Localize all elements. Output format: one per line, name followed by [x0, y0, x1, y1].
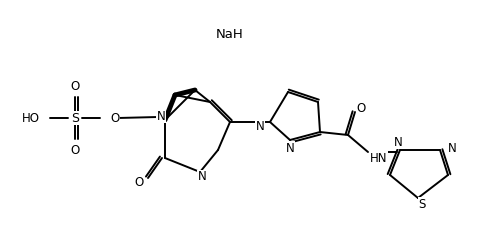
- Text: O: O: [70, 79, 80, 92]
- Text: NaH: NaH: [216, 29, 244, 42]
- Text: O: O: [70, 144, 80, 156]
- Text: O: O: [134, 175, 144, 188]
- Text: S: S: [418, 198, 426, 210]
- Text: O: O: [110, 112, 119, 125]
- Text: N: N: [156, 109, 165, 122]
- Text: S: S: [71, 112, 79, 125]
- Text: N: N: [256, 120, 264, 132]
- Text: O: O: [356, 102, 365, 114]
- Text: N: N: [448, 142, 457, 155]
- Text: HO: HO: [22, 112, 40, 125]
- Text: N: N: [394, 136, 402, 149]
- Text: N: N: [286, 142, 295, 155]
- Text: N: N: [198, 170, 207, 184]
- Text: HN: HN: [370, 151, 387, 164]
